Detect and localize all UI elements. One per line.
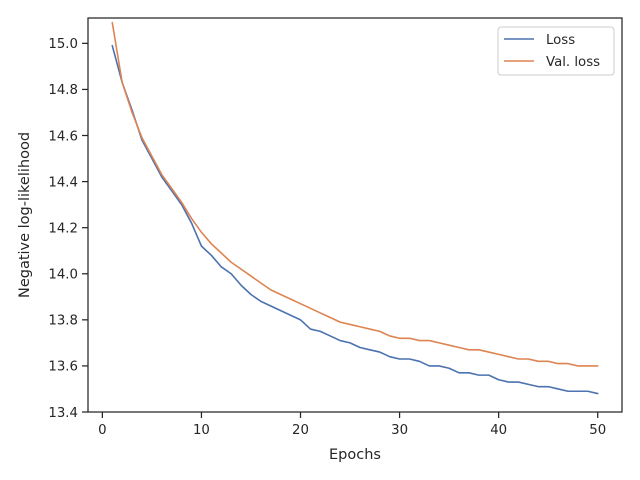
series-line-val-loss (111, 21, 599, 367)
legend-label-loss: Loss (546, 33, 575, 48)
x-tick-label: 10 (193, 423, 210, 438)
y-tick-label: 14.4 (48, 175, 78, 190)
x-tick-label: 30 (391, 423, 408, 438)
y-tick-label: 14.0 (48, 268, 78, 283)
x-tick-label: 20 (292, 423, 309, 438)
legend: Loss Val. loss (497, 26, 615, 76)
x-axis: 0 10 20 30 40 50 (98, 412, 606, 438)
x-tick-label: 0 (98, 423, 106, 438)
plot-frame (87, 17, 623, 413)
x-tick-label: 40 (490, 423, 507, 438)
y-tick-label: 14.6 (48, 129, 78, 144)
y-axis: 13.4 13.6 13.8 14.0 14.2 14.4 14.6 14.8 15.0 (48, 37, 88, 421)
y-tick-label: 13.4 (48, 406, 78, 421)
y-tick-label: 14.2 (48, 221, 78, 236)
y-tick-label: 15.0 (48, 37, 78, 52)
y-tick-label: 14.8 (48, 83, 78, 98)
x-tick-label: 50 (589, 423, 606, 438)
plot-area (87, 17, 623, 413)
series-line-loss (111, 44, 599, 395)
legend-label-val-loss: Val. loss (546, 55, 600, 70)
y-tick-label: 13.6 (48, 360, 78, 375)
x-axis-label: Epochs (329, 447, 381, 463)
series-layer (111, 21, 599, 395)
y-axis-label: Negative log-likelihood (17, 132, 33, 298)
y-tick-label: 13.8 (48, 314, 78, 329)
